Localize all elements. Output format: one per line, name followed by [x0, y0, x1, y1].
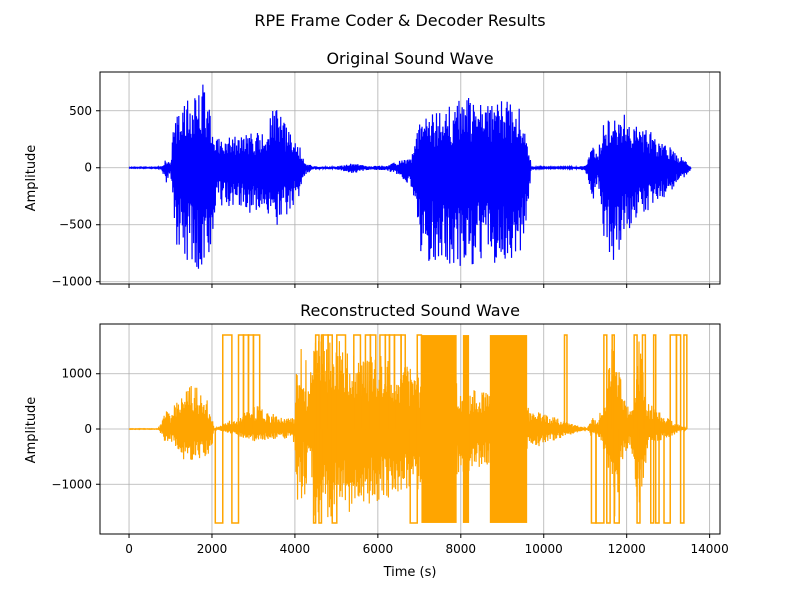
reconstructed-series-0-pulse-16 [353, 334, 362, 429]
panel-original-ylabel: Amplitude [24, 145, 39, 212]
reconstructed-series-0-pulse-2 [231, 429, 240, 524]
reconstructed-series-0-pulse-37 [613, 429, 620, 524]
reconstructed-series-0-pulse-36 [611, 334, 615, 429]
reconstructed-xtick-label-0: 0 [125, 542, 133, 556]
reconstructed-xtick-label-3: 6000 [363, 542, 394, 556]
reconstructed-series-0-dense-2 [489, 335, 528, 523]
reconstructed-series-0-pulse-0 [214, 429, 224, 524]
reconstructed-series-0-pulse-38 [633, 334, 638, 429]
original-series-0-waveform [128, 84, 692, 269]
reconstructed-series-0-pulse-43 [652, 334, 657, 429]
reconstructed-series-0-dense-1 [462, 335, 470, 523]
reconstructed-series-0-pulse-35 [606, 429, 611, 524]
panel-reconstructed-title: Reconstructed Sound Wave [300, 301, 520, 320]
original-ytick-label-2: 0 [84, 161, 92, 175]
reconstructed-series-0-pulse-40 [641, 334, 647, 429]
reconstructed-series-0-pulse-19 [369, 334, 377, 429]
reconstructed-ytick-label-2: 1000 [61, 367, 92, 381]
panel-original: −1000 −500 0 500 Original Sound Wave Amplitud… [24, 49, 721, 289]
original-ytick-label-1: −500 [59, 218, 92, 232]
reconstructed-ytick-label-1: 0 [84, 422, 92, 436]
reconstructed-series-0-pulse-8 [314, 334, 320, 429]
reconstructed-series-0-pulse-48 [675, 334, 682, 429]
reconstructed-series-0-pulse-1 [222, 334, 233, 429]
reconstructed-series-0-pulse-44 [654, 429, 660, 524]
original-ytick-label-3: 500 [69, 104, 92, 118]
reconstructed-series-0-pulse-49 [679, 429, 685, 524]
original-axes-frame [99, 71, 721, 285]
reconstructed-series-0-pulse-50 [683, 334, 688, 429]
reconstructed-series-0-pulse-12 [327, 334, 333, 429]
reconstructed-series-0-pulse-27 [409, 429, 419, 524]
reconstructed-series-0-pulse-6 [252, 334, 261, 429]
reconstructed-xtick-label-6: 12000 [608, 542, 646, 556]
reconstructed-series-0-pulse-9 [318, 429, 323, 524]
reconstructed-series-0-pulse-42 [649, 429, 655, 524]
reconstructed-series-0-pulse-13 [331, 429, 338, 524]
panel-reconstructed-xlabel: Time (s) [383, 565, 437, 580]
reconstructed-series-0-pulse-39 [636, 429, 641, 524]
reconstructed-xtick-label-4: 8000 [446, 542, 477, 556]
panel-reconstructed: 0 2000 4000 6000 8000 10000 12000 14000 −1000 0 10… [24, 301, 729, 580]
reconstructed-xtick-label-1: 2000 [197, 542, 228, 556]
reconstructed-series-0-pulse-7 [312, 429, 317, 524]
panel-original-title: Original Sound Wave [326, 49, 493, 68]
reconstructed-xtick-label-5: 10000 [525, 542, 563, 556]
figure-suptitle: RPE Frame Coder & Decoder Results [254, 11, 545, 30]
original-ytick-label-0: −1000 [51, 275, 92, 289]
reconstructed-series-0-pulse-14 [336, 334, 347, 429]
reconstructed-series-0-pulse-47 [669, 334, 678, 429]
reconstructed-series-0-pulse-29 [563, 334, 568, 429]
reconstructed-xtick-label-2: 4000 [280, 542, 311, 556]
reconstructed-series-0-waveform [128, 337, 688, 518]
reconstructed-series-0-dense-0 [421, 335, 457, 523]
reconstructed-ytick-label-0: −1000 [51, 477, 92, 491]
panel-reconstructed-ylabel: Amplitude [24, 397, 39, 464]
reconstructed-series-0-pulse-34 [603, 334, 608, 429]
reconstructed-series-0-pulse-25 [400, 334, 406, 429]
reconstructed-xtick-label-7: 14000 [691, 542, 729, 556]
reconstructed-series-0-pulse-33 [595, 429, 605, 524]
reconstructed-series-0-pulse-46 [663, 429, 671, 524]
